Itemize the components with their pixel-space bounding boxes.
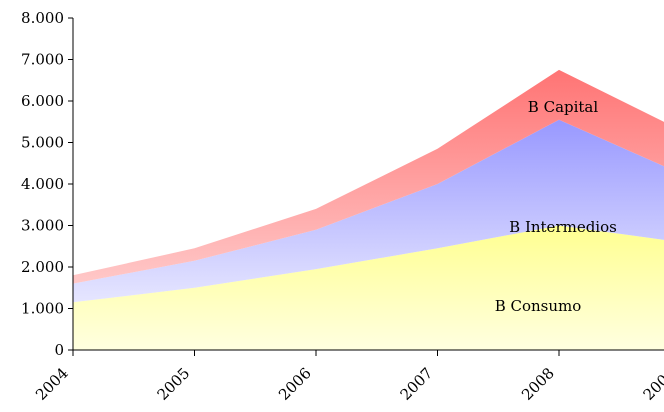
series-label-b-consumo: B Consumo [495, 297, 582, 315]
series-label-b-capital: B Capital [528, 98, 599, 116]
x-tick-label: 2006 [275, 364, 315, 404]
y-tick-label: 7.000 [21, 51, 64, 69]
y-tick-label: 8.000 [21, 9, 64, 27]
x-tick-label: 2009 [640, 364, 664, 404]
area-b-consumo [73, 225, 664, 350]
y-tick-label: 0 [54, 341, 64, 359]
x-tick-label: 2008 [518, 364, 558, 404]
y-tick-label: 2.000 [21, 258, 64, 276]
area-b-capital [73, 69, 664, 284]
series-label-b-intermedios: B Intermedios [509, 218, 617, 236]
area-b-intermedios [73, 119, 664, 303]
y-tick-label: 1.000 [21, 300, 64, 318]
plot-area [73, 69, 664, 350]
y-tick-label: 5.000 [21, 134, 64, 152]
x-tick-label: 2007 [397, 364, 437, 404]
x-tick-label: 2004 [32, 364, 72, 404]
x-tick-label: 2005 [154, 364, 194, 404]
series-labels: B Capital B Intermedios B Consumo [495, 98, 617, 315]
y-tick-label: 4.000 [21, 175, 64, 193]
y-tick-label: 3.000 [21, 217, 64, 235]
y-tick-label: 6.000 [21, 92, 64, 110]
